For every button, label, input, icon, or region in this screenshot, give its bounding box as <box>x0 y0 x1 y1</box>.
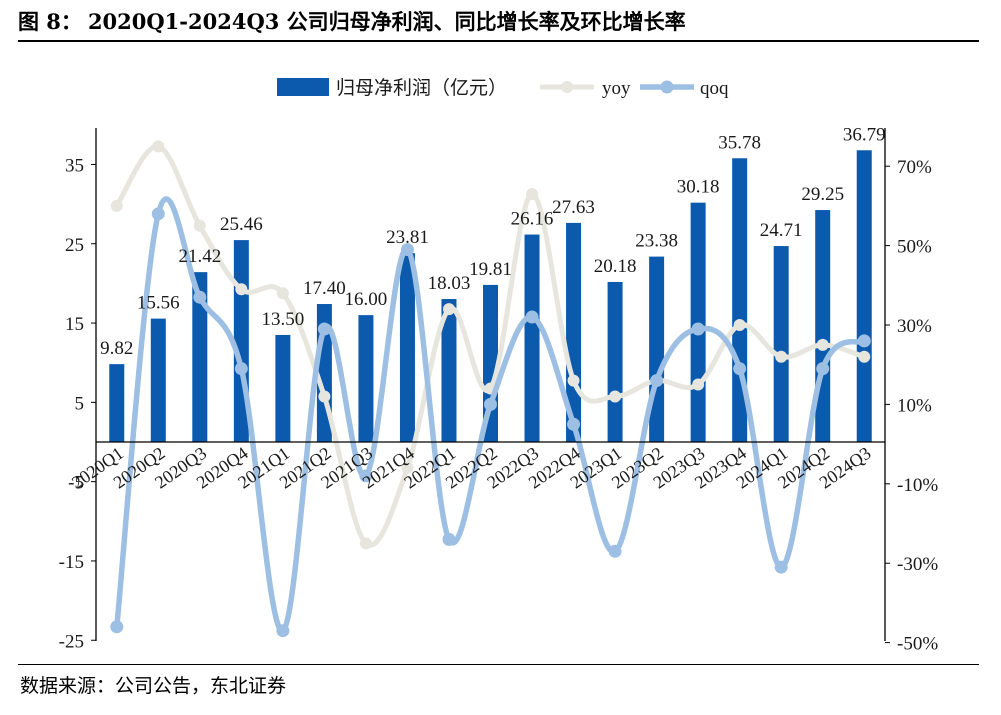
yoy-point-2022Q3 <box>526 187 539 200</box>
left-tick-label: 5 <box>75 393 85 414</box>
left-tick-label: 25 <box>65 235 84 256</box>
legend-yoy-marker <box>561 81 573 93</box>
yoy-point-2021Q4 <box>401 461 414 474</box>
qoq-point-2020Q1 <box>110 620 124 634</box>
bar-2023Q1 <box>607 281 623 442</box>
bar-label-2024Q3: 36.79 <box>843 124 886 145</box>
yoy-point-2024Q2 <box>816 338 829 351</box>
right-tick-label: 70% <box>897 157 932 178</box>
qoq-point-2023Q3 <box>691 322 705 336</box>
yoy-point-2020Q2 <box>152 140 165 153</box>
yoy-point-2023Q4 <box>733 319 746 331</box>
legend-qoq-label: qoq <box>700 78 729 99</box>
qoq-point-2024Q2 <box>816 362 830 376</box>
qoq-line <box>114 196 867 634</box>
bar-label-2021Q2: 17.40 <box>303 278 346 299</box>
qoq-point-2024Q3 <box>857 334 871 348</box>
bar-2022Q1 <box>441 299 457 442</box>
bar-label-2021Q4: 23.81 <box>386 227 429 248</box>
bar-label-2024Q2: 29.25 <box>801 184 844 205</box>
yoy-point-2024Q1 <box>775 350 788 363</box>
qoq-point-2022Q3 <box>525 310 539 324</box>
bar-2023Q2 <box>649 256 665 442</box>
bar-2021Q1 <box>275 334 291 442</box>
qoq-point-2021Q3 <box>359 469 373 483</box>
right-tick-label: -30% <box>897 554 938 575</box>
figure-label: 图 8： <box>18 9 82 34</box>
yoy-point-2020Q4 <box>235 283 248 296</box>
qoq-point-2024Q1 <box>774 560 788 574</box>
qoq-point-2022Q1 <box>442 532 456 546</box>
right-tick-label: 50% <box>897 237 932 258</box>
qoq-point-2021Q4 <box>400 243 414 257</box>
bar-2021Q3 <box>358 315 374 442</box>
left-tick-label: -5 <box>68 473 84 494</box>
bar-label-2022Q2: 19.81 <box>469 259 512 280</box>
bar-2020Q1 <box>109 364 125 442</box>
yoy-point-2022Q4 <box>567 374 580 387</box>
qoq-point-2023Q2 <box>650 374 664 388</box>
bar-label-2023Q1: 20.18 <box>594 256 637 277</box>
figure-title-text: 2020Q1-2024Q3 公司归母净利润、同比增长率及环比增长率 <box>87 9 686 34</box>
bar-label-2022Q3: 26.16 <box>511 209 554 230</box>
qoq-point-2022Q4 <box>567 417 581 431</box>
bar-label-2023Q3: 30.18 <box>677 177 720 198</box>
qoq-point-2020Q2 <box>151 207 165 221</box>
qoq-point-2022Q2 <box>484 397 497 411</box>
bar-label-2020Q1: 9.82 <box>100 338 133 359</box>
bar-2023Q3 <box>690 202 706 442</box>
right-tick-label: 10% <box>897 395 932 416</box>
yoy-point-2024Q3 <box>858 350 871 363</box>
bar-label-2023Q2: 23.38 <box>635 231 678 252</box>
source-note: 数据来源：公司公告，东北证券 <box>20 675 287 697</box>
left-tick-label: -25 <box>59 631 84 652</box>
bar-label-2022Q4: 27.63 <box>552 197 595 218</box>
bar-2020Q2 <box>150 318 166 442</box>
source-rule <box>18 664 979 665</box>
qoq-point-2021Q2 <box>317 322 331 336</box>
yoy-line <box>114 143 867 548</box>
bar-label-2020Q2: 15.56 <box>137 293 180 314</box>
bar-2024Q1 <box>773 246 789 442</box>
bar-2024Q3 <box>856 150 872 442</box>
qoq-point-2020Q4 <box>234 362 248 376</box>
left-tick-label: 35 <box>65 155 84 176</box>
bar-2022Q3 <box>524 234 540 442</box>
title-rule <box>18 40 979 42</box>
legend-yoy-label: yoy <box>602 78 631 99</box>
right-tick-label: 30% <box>897 316 932 337</box>
right-tick-label: -50% <box>897 634 938 655</box>
bar-label-2020Q4: 25.46 <box>220 214 263 235</box>
yoy-point-2020Q3 <box>193 219 206 232</box>
yoy-point-2022Q1 <box>442 303 455 316</box>
yoy-point-2021Q1 <box>276 287 289 300</box>
legend-qoq-marker <box>660 80 674 94</box>
qoq-point-2023Q4 <box>733 362 747 376</box>
yoy-point-2021Q3 <box>359 537 372 550</box>
yoy-point-2021Q2 <box>318 390 331 403</box>
legend-bar-label: 归母净利润（亿元） <box>336 77 507 99</box>
bar-2021Q4 <box>399 253 415 442</box>
bar-label-2022Q1: 18.03 <box>428 273 471 294</box>
bar-label-2021Q1: 13.50 <box>261 309 304 330</box>
yoy-point-2023Q3 <box>692 378 705 391</box>
bar-2024Q2 <box>815 210 831 442</box>
qoq-point-2023Q1 <box>608 544 622 558</box>
qoq-point-2020Q3 <box>193 290 207 304</box>
qoq-point-2021Q1 <box>276 624 290 638</box>
bar-label-2021Q3: 16.00 <box>345 289 388 310</box>
yoy-point-2023Q1 <box>609 390 622 403</box>
figure-title: 图 8： 2020Q1-2024Q3 公司归母净利润、同比增长率及环比增长率 <box>18 6 686 36</box>
bar-2020Q3 <box>192 272 208 442</box>
legend-bar-swatch <box>277 78 329 96</box>
bar-label-2024Q1: 24.71 <box>760 220 803 241</box>
bar-label-2020Q3: 21.42 <box>178 246 221 267</box>
left-tick-label: 15 <box>65 314 84 335</box>
yoy-point-2020Q1 <box>110 199 123 212</box>
right-tick-label: -10% <box>897 475 938 496</box>
bar-label-2023Q4: 35.78 <box>718 132 761 153</box>
left-tick-label: -15 <box>59 552 84 573</box>
